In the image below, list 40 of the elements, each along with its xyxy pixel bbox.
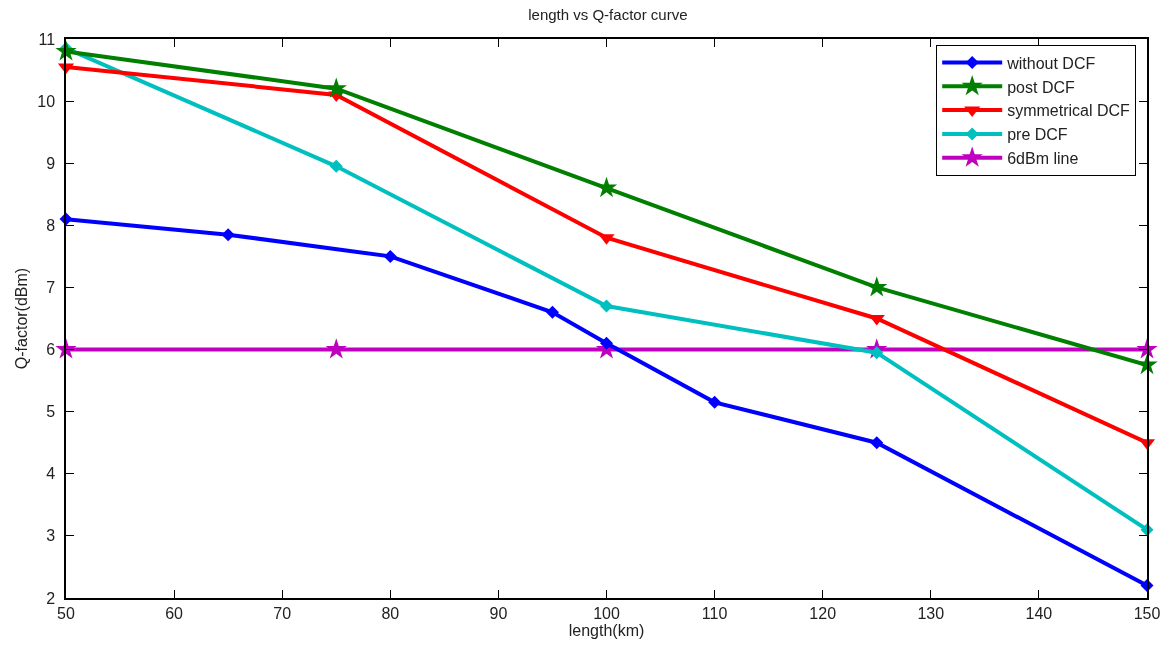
y-tick-label: 6 [46,341,56,359]
x-tick-label: 110 [701,604,728,622]
legend-label: post DCF [1007,78,1075,96]
y-tick-label: 11 [38,30,56,48]
point [708,395,722,409]
legend-label: pre DCF [1007,126,1068,144]
x-tick-label: 140 [1025,604,1053,622]
x-tick-label: 100 [593,604,620,622]
point [383,249,397,263]
legend-label: 6dBm line [1007,149,1079,167]
point [545,305,559,319]
y-tick-label: 2 [46,589,56,607]
y-tick-label: 8 [46,216,56,234]
point [866,276,888,297]
x-tick-label: 60 [165,604,184,622]
point [870,436,884,450]
x-tick-label: 120 [809,604,837,622]
legend-label: symmetrical DCF [1007,102,1131,120]
y-tick-label: 7 [46,279,56,297]
point [600,336,613,350]
x-tick-label: 70 [273,604,292,622]
chart-title: length vs Q-factor curve [528,6,688,24]
point [221,228,235,242]
point [329,159,343,173]
y-tick-label: 10 [37,92,56,110]
y-tick-label: 5 [46,403,56,421]
y-tick-label: 9 [46,154,56,172]
point [325,338,347,359]
x-tick-label: 130 [917,604,945,622]
y-axis-title: Q-factor(dBm) [12,267,30,370]
x-tick-label: 150 [1133,604,1161,622]
x-tick-label: 90 [489,604,508,622]
point [600,299,613,313]
legend-label: without DCF [1006,54,1096,72]
x-axis-title: length(km) [568,622,645,640]
point [325,77,347,98]
y-tick-label: 3 [46,527,56,545]
x-tick-label: 50 [57,604,75,622]
x-tick-label: 80 [381,604,400,622]
y-tick-label: 4 [46,465,56,483]
